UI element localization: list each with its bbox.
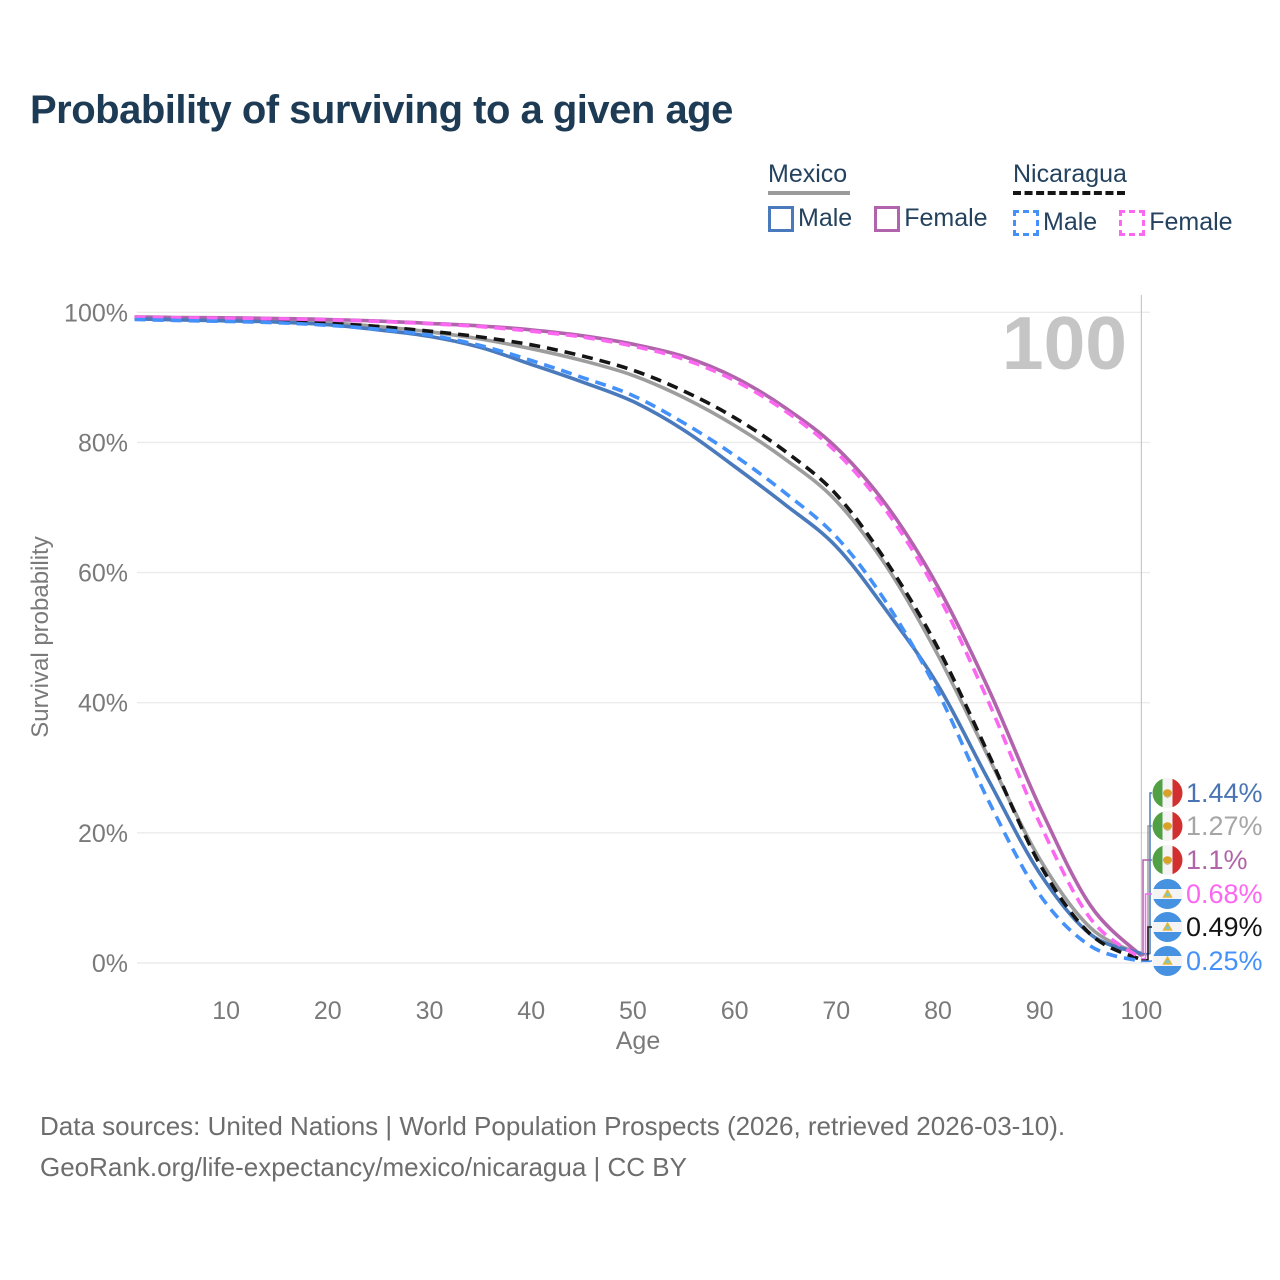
end-value-label: 0.49% [1186,912,1263,942]
x-tick-label: 90 [1026,997,1054,1025]
y-tick-label: 40% [78,690,128,718]
hover-age-watermark: 100 [1002,301,1127,385]
end-label-leader-line [1141,893,1152,960]
footer: Data sources: United Nations | World Pop… [40,1106,1065,1188]
nicaragua-flag-icon [1152,879,1183,909]
legend-item-nicaragua-female[interactable]: Female [1119,208,1233,237]
end-value-label: 0.68% [1186,879,1263,909]
series-line-mexico-both [134,316,1143,957]
legend-mexico-title: Mexico [768,160,848,188]
y-tick-label: 80% [78,429,128,457]
x-tick-label: 60 [721,997,749,1025]
legend-item-label: Female [1149,208,1233,236]
series-line-nicaragua-female [134,315,1143,961]
mexico-female-swatch-icon [874,205,901,232]
x-tick-label: 20 [314,997,342,1025]
legend-mexico: Mexico Male Female [768,160,988,233]
nicaragua-flag-icon [1152,946,1183,976]
x-tick-label: 70 [822,997,850,1025]
mexico-male-swatch-icon [768,205,794,232]
x-tick-label: 50 [619,997,647,1025]
nicaragua-female-swatch-icon [1119,209,1146,236]
attribution-line: GeoRank.org/life-expectancy/mexico/nicar… [40,1152,687,1182]
page-title: Probability of surviving to a given age [30,88,733,132]
data-sources-line: Data sources: United Nations | World Pop… [40,1111,1066,1141]
end-value-label: 1.44% [1186,778,1263,808]
y-tick-label: 100% [64,299,128,327]
mexico-flag-icon [1152,778,1183,808]
legend-item-label: Female [904,204,988,232]
end-value-label: 1.27% [1186,811,1263,841]
end-label-leader-line [1141,859,1152,957]
x-tick-label: 100 [1121,997,1163,1025]
legend-item-mexico-male[interactable]: Male [768,204,852,233]
end-label-leader-line [1141,926,1152,961]
x-tick-label: 40 [517,997,545,1025]
legend-mexico-line-sample [768,191,850,195]
x-axis-title: Age [616,1027,660,1055]
legend-item-nicaragua-male[interactable]: Male [1013,208,1097,237]
legend-item-label: Male [1043,208,1098,236]
end-value-label: 0.25% [1186,946,1263,976]
y-axis-title: Survival probability [27,536,54,737]
series-line-nicaragua-male [134,317,1142,964]
legend-nicaragua-line-sample [1013,191,1125,199]
series-line-mexico-female [134,315,1143,958]
y-tick-label: 20% [78,820,128,848]
nicaragua-male-swatch-icon [1013,209,1039,236]
y-tick-label: 60% [78,560,128,588]
x-tick-label: 30 [416,997,444,1025]
mexico-flag-icon [1152,845,1183,875]
legend-item-label: Male [798,204,853,232]
x-tick-label: 80 [924,997,952,1025]
end-value-label: 1.1% [1186,845,1248,875]
legend-nicaragua: Nicaragua Male Female [1013,160,1233,237]
series-line-mexico-male [134,317,1143,956]
legend-nicaragua-title: Nicaragua [1013,160,1127,188]
y-tick-label: 0% [92,950,128,978]
mexico-flag-icon [1152,811,1183,841]
series-line-nicaragua-both [134,316,1143,962]
x-tick-label: 10 [212,997,240,1025]
legend-item-mexico-female[interactable]: Female [874,204,988,233]
nicaragua-flag-icon [1152,912,1183,942]
